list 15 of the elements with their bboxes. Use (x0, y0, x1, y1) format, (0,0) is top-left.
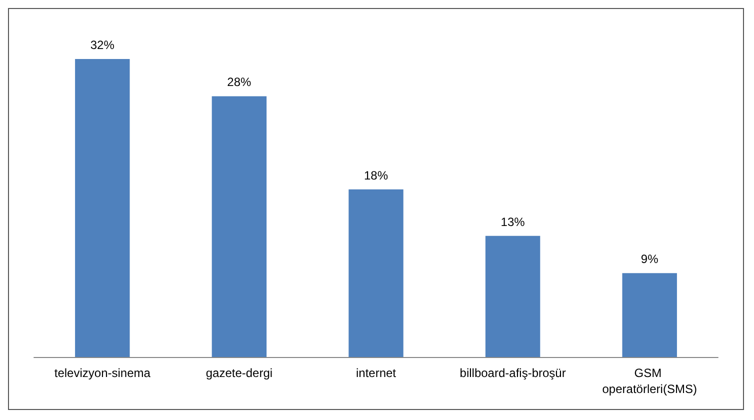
bar (485, 236, 540, 357)
data-label: 18% (364, 168, 388, 182)
x-tick-label: televizyon-sinema (54, 366, 151, 380)
data-label: 9% (640, 252, 659, 266)
data-label: 32% (90, 38, 115, 52)
bar (348, 189, 404, 357)
bar (212, 96, 267, 357)
bar (622, 273, 677, 357)
data-label: 13% (500, 214, 526, 229)
x-tick-label: internet (356, 366, 397, 380)
bar (75, 58, 130, 357)
x-tick-label: gazete-dergi (206, 366, 273, 380)
x-tick-label: billboard-afiş-broşür (460, 366, 566, 380)
x-tick-label: GSM operatörleri(SMS) (602, 366, 697, 396)
data-label: 28% (227, 75, 252, 90)
